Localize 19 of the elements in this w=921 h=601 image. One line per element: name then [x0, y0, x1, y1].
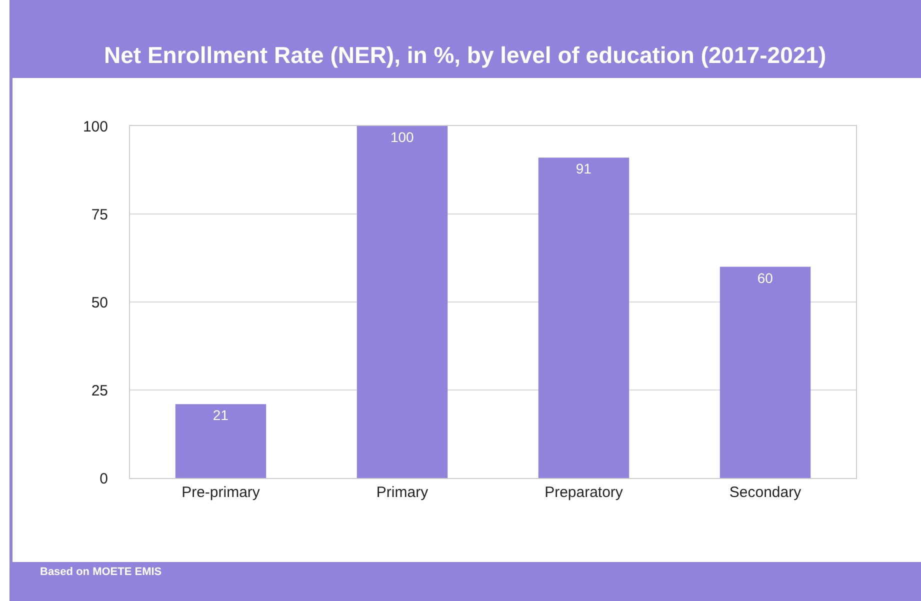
- y-tick-label: 50: [91, 294, 108, 312]
- y-tick-label: 0: [100, 470, 108, 488]
- data-label: 60: [757, 270, 774, 286]
- data-label: 91: [576, 160, 592, 177]
- x-tick-label: Pre-primary: [182, 484, 260, 501]
- chart-title: Net Enrollment Rate (NER), in %, by level of education (2017-2021): [104, 42, 826, 68]
- data-label: 100: [390, 129, 414, 145]
- x-tick-label: Preparatory: [544, 484, 624, 501]
- bar: [175, 404, 266, 478]
- y-tick-label: 100: [82, 118, 108, 136]
- bar: [356, 126, 448, 478]
- data-label: 21: [212, 407, 229, 424]
- bar: [538, 158, 630, 478]
- bar: [720, 266, 811, 478]
- text: Based on MOETE EMIS: [40, 566, 162, 578]
- x-tick-label: Primary: [376, 484, 429, 501]
- x-tick-label: Secondary: [729, 484, 802, 501]
- y-tick-label: 25: [91, 382, 108, 400]
- y-tick-label: 75: [91, 206, 108, 224]
